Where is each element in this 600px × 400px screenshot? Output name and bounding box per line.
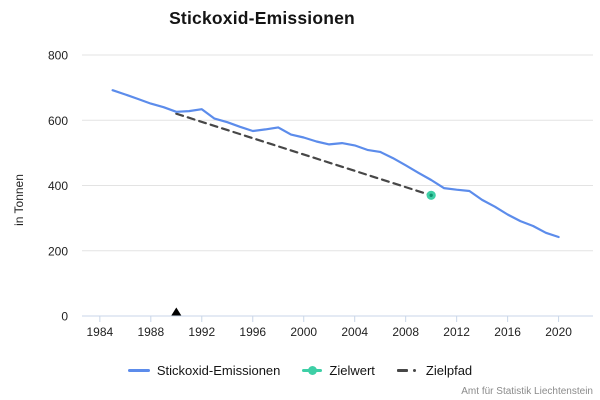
series-stickoxid-emissionen [111, 89, 560, 239]
y-tick-label-0: 0 [61, 310, 68, 324]
x-tick-label-2004: 2004 [341, 325, 368, 339]
target-point-center [429, 193, 433, 197]
y-tick-label-800: 800 [48, 49, 68, 63]
dash-dot-swatch-icon [396, 368, 419, 372]
y-axis-title: in Tonnen [12, 174, 26, 226]
x-tick-label-1984: 1984 [86, 325, 113, 339]
triangle-marker-icon [171, 307, 182, 316]
y-tick-label-400: 400 [48, 179, 68, 193]
point-swatch-icon [302, 365, 323, 375]
y-tick-label-600: 600 [48, 114, 68, 128]
legend-item-zielwert[interactable]: Zielwert [302, 363, 375, 378]
y-tick-label-200: 200 [48, 244, 68, 258]
legend-label: Zielwert [329, 362, 375, 378]
series-zielpfad [175, 112, 433, 197]
source-attribution: Amt für Statistik Liechtenstein [461, 386, 593, 397]
x-tick-label-1996: 1996 [239, 325, 266, 339]
line-swatch-icon [127, 368, 150, 372]
x-tick-label-1992: 1992 [188, 325, 215, 339]
x-tick-label-2012: 2012 [443, 325, 470, 339]
x-tick-label-1988: 1988 [137, 325, 164, 339]
chart-title: Stickoxid-Emissionen [169, 8, 355, 28]
legend-item-zielpfad[interactable]: Zielpfad [396, 362, 473, 378]
legend-label: Zielpfad [425, 362, 473, 378]
legend-label: Stickoxid-Emissionen [156, 362, 281, 378]
legend: Stickoxid-Emissionen Zielwert Zielpfad [0, 360, 600, 380]
x-tick-label-2020: 2020 [545, 325, 572, 339]
x-tick-label-2008: 2008 [392, 325, 419, 339]
x-tick-label-2016: 2016 [494, 325, 521, 339]
x-tick-label-2000: 2000 [290, 325, 317, 339]
legend-item-stickoxid-emissionen[interactable]: Stickoxid-Emissionen [127, 362, 281, 378]
